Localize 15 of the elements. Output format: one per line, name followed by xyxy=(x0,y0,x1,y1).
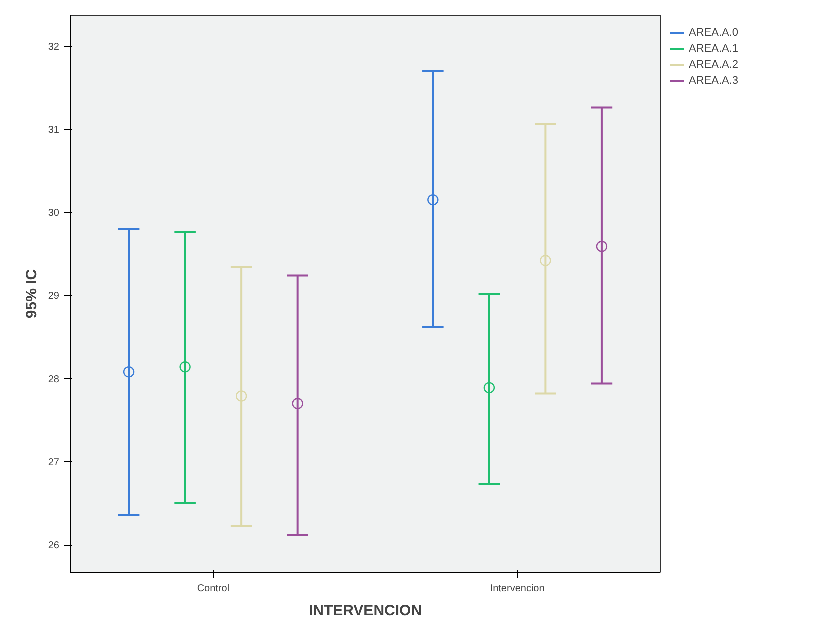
y-tick-label: 29 xyxy=(48,291,60,302)
legend-label: AREA.A.1 xyxy=(689,42,739,57)
x-tick-label: Intervencion xyxy=(490,584,545,594)
y-tick-label: 26 xyxy=(48,540,60,552)
legend-label: AREA.A.0 xyxy=(689,26,739,41)
y-tick-label: 28 xyxy=(48,374,60,386)
legend-label: AREA.A.3 xyxy=(689,74,739,89)
legend-label: AREA.A.2 xyxy=(689,58,739,73)
y-tick-label: 27 xyxy=(48,457,60,468)
x-tick-label: Control xyxy=(197,584,230,594)
y-tick-label: 30 xyxy=(48,208,60,220)
y-axis-title: 95% IC xyxy=(23,269,40,319)
x-axis-title: INTERVENCION xyxy=(308,602,422,620)
y-tick-label: 31 xyxy=(48,124,60,136)
y-tick-label: 32 xyxy=(48,42,60,53)
